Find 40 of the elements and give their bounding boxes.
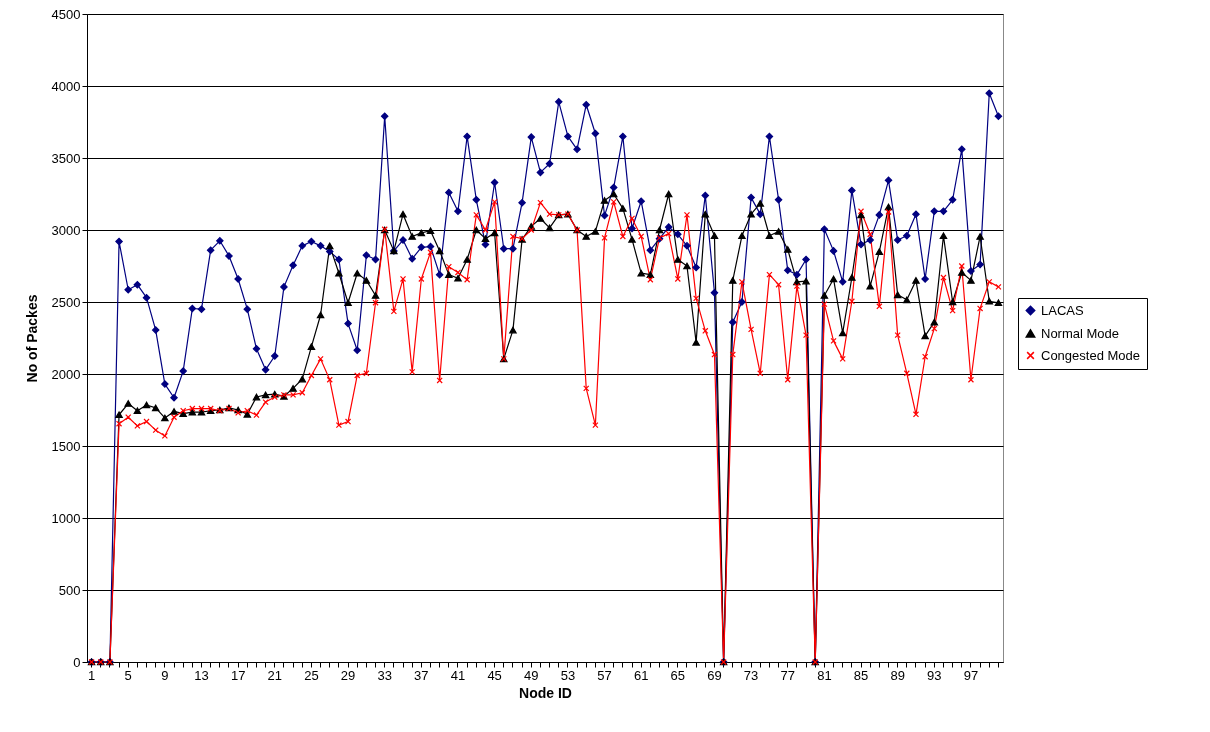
x-tick-label: 49 [524,667,539,683]
x-tick-label: 29 [340,667,356,683]
x-tick-label: 17 [230,667,246,683]
x-tick-label: 9 [161,667,169,683]
legend-label: LACAS [1041,302,1084,318]
legend-label: Congested Mode [1041,347,1141,363]
x-tick-label: 53 [560,667,576,683]
x-tick-label: 61 [633,667,649,683]
x-tick-label: 65 [670,667,686,683]
x-tick-label: 69 [707,667,722,683]
y-tick-label: 0 [73,654,81,670]
x-tick-label: 45 [487,667,502,683]
x-tick-label: 57 [597,667,612,683]
x-tick-label: 77 [780,667,795,683]
x-tick-label: 25 [304,667,319,683]
x-tick-label: 97 [963,667,979,683]
y-tick-label: 2000 [51,366,81,382]
x-tick-label: 93 [927,667,942,683]
legend-label: Normal Mode [1041,325,1120,341]
x-tick-label: 33 [377,667,392,683]
x-tick-label: 5 [124,667,132,683]
y-tick-label: 2500 [51,294,81,310]
x-tick-label: 81 [817,667,832,683]
x-tick-label: 13 [194,667,209,683]
x-axis-title: Node ID [519,684,572,701]
x-tick-label: 37 [414,667,429,683]
x-tick-label: 85 [853,667,869,683]
y-axis-title: No of Packes [23,294,40,383]
y-tick-label: 1000 [51,510,81,526]
y-tick-label: 500 [58,582,81,598]
x-tick-label: 21 [267,667,283,683]
y-tick-label: 3500 [51,150,81,166]
x-tick-label: 89 [890,667,905,683]
y-tick-label: 4500 [51,6,81,22]
y-tick-label: 3000 [51,222,81,238]
x-tick-label: 73 [743,667,759,683]
x-tick-label: 1 [87,667,96,683]
x-tick-label: 41 [450,667,466,683]
y-tick-label: 1500 [51,438,81,454]
y-tick-label: 4000 [51,78,81,94]
